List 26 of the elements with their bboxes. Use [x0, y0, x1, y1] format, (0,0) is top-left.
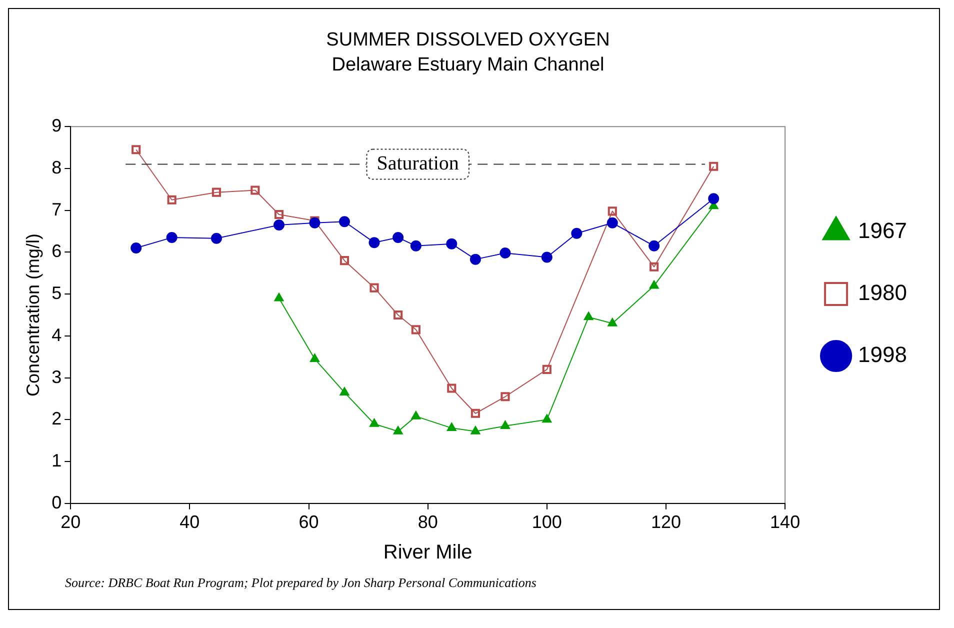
legend-label: 1967 — [858, 218, 908, 244]
x-tick-label: 20 — [60, 512, 81, 532]
x-tick-label: 140 — [770, 512, 800, 532]
y-tick-label: 2 — [52, 408, 62, 429]
x-axis-title: River Mile — [383, 542, 472, 564]
y-tick-label: 7 — [52, 199, 62, 220]
y-tick-label: 6 — [52, 241, 62, 262]
y-tick-label: 4 — [52, 324, 62, 345]
chart-title: SUMMER DISSOLVED OXYGEN — [326, 30, 610, 51]
legend-label: 1998 — [858, 342, 908, 368]
y-tick-label: 3 — [52, 366, 62, 387]
chart-subtitle: Delaware Estuary Main Channel — [332, 54, 604, 76]
x-tick-label: 60 — [298, 512, 319, 532]
y-tick-label: 9 — [52, 116, 62, 136]
x-tick-label: 100 — [532, 512, 562, 532]
y-tick-label: 0 — [52, 492, 62, 512]
x-tick-label: 120 — [650, 512, 682, 532]
y-tick-label: 8 — [52, 157, 62, 178]
ref-line-label: Saturation — [376, 152, 459, 175]
y-tick-label: 1 — [52, 450, 62, 470]
x-tick-label: 40 — [180, 512, 200, 532]
source-note: Source: DRBC Boat Run Program; Plot prepared by Jon Sharp Personal Communications — [64, 574, 538, 592]
x-tick-label: 80 — [418, 512, 438, 532]
legend-label: 1980 — [858, 280, 908, 306]
y-tick-label: 5 — [52, 283, 62, 304]
y-axis-title: Concentration (mg/l) — [22, 233, 43, 397]
